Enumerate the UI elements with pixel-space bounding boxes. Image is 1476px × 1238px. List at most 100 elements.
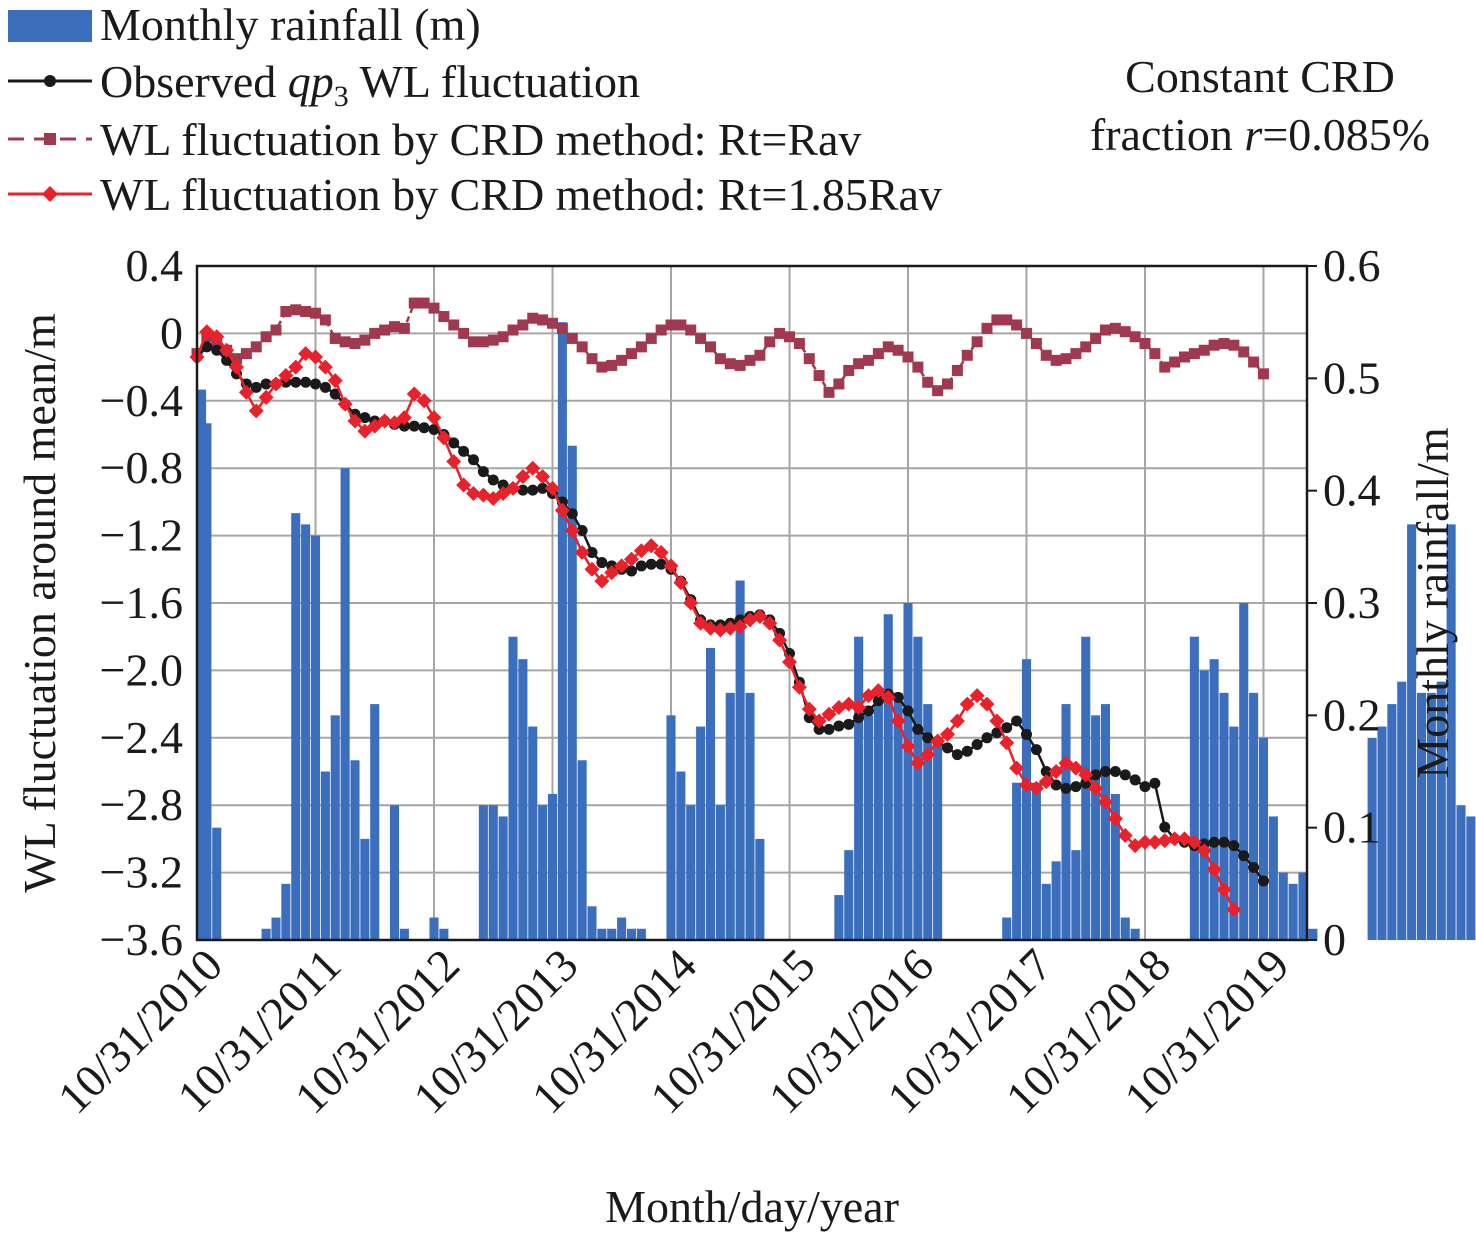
- observed-marker: [1228, 840, 1240, 852]
- crd1-marker: [359, 334, 371, 346]
- observed-marker: [1109, 766, 1121, 777]
- observed-marker: [319, 381, 331, 393]
- crd1-marker: [1090, 332, 1102, 344]
- crd1-marker: [961, 349, 973, 361]
- crd1-marker: [764, 336, 776, 348]
- crd2-marker: [989, 713, 1005, 729]
- crd2-marker: [959, 696, 975, 712]
- observed-marker: [853, 712, 865, 724]
- y-tick-label-left: 0.4: [126, 240, 184, 291]
- crd2-marker: [653, 544, 669, 560]
- crd2-marker: [248, 403, 264, 419]
- observed-marker: [872, 695, 884, 707]
- rainfall-bar: [883, 614, 893, 940]
- rainfall-bar: [1012, 782, 1022, 940]
- rainfall-bar: [755, 838, 765, 940]
- rainfall-bar: [1110, 793, 1120, 940]
- rainfall-bar: [1091, 715, 1101, 940]
- rainfall-bar: [340, 468, 350, 940]
- rainfall-bar: [202, 423, 212, 940]
- rainfall-bar: [330, 715, 340, 940]
- crd1-marker: [853, 358, 865, 370]
- observed-marker: [626, 565, 637, 577]
- observed-marker: [863, 705, 874, 717]
- crd2-marker: [722, 620, 738, 636]
- legend-crd1-marker: [44, 133, 56, 145]
- observed-marker: [1139, 781, 1151, 793]
- crd1-marker: [379, 324, 391, 336]
- crd2-marker: [436, 430, 452, 446]
- crd1-marker: [497, 331, 509, 343]
- annotation-line-1: Constant CRD: [1125, 51, 1395, 102]
- rainfall-bar: [1426, 692, 1436, 940]
- crd2-marker: [969, 688, 985, 704]
- crd1-marker: [665, 319, 677, 331]
- observed-marker: [458, 445, 470, 457]
- rainfall-bar: [1209, 659, 1219, 940]
- rainfall-bar: [607, 928, 617, 940]
- crd2-marker: [209, 329, 225, 345]
- observed-marker: [1119, 769, 1131, 781]
- rainfall-bar: [893, 692, 903, 940]
- rainfall-bar: [1130, 928, 1140, 940]
- observed-marker: [408, 420, 420, 432]
- crd1-marker: [784, 331, 795, 343]
- crd1-marker: [685, 324, 697, 336]
- crd2-marker: [1157, 833, 1173, 849]
- rainfall-bar: [844, 850, 854, 940]
- rainfall-bar: [310, 535, 321, 940]
- observed-marker: [823, 723, 835, 735]
- rainfall-bar: [597, 928, 607, 940]
- rainfall-bar: [1021, 659, 1032, 940]
- crd2-marker: [535, 469, 551, 485]
- crd1-marker: [477, 336, 489, 348]
- legend-crd1-label: WL fluctuation by CRD method: Rt=Rav: [100, 114, 861, 165]
- legend-rain-label: Monthly rainfall (m): [100, 0, 481, 50]
- crd1-marker: [329, 332, 341, 344]
- crd1-marker: [1218, 338, 1230, 350]
- crd1-marker: [1208, 339, 1220, 351]
- crd1-marker: [339, 336, 351, 348]
- crd1-marker: [882, 341, 894, 353]
- crd2-marker: [219, 342, 235, 358]
- rainfall-bar: [705, 647, 716, 940]
- y-tick-label-left: −0.4: [100, 375, 183, 426]
- crd1-marker: [616, 354, 628, 366]
- observed-marker: [576, 525, 588, 537]
- rainfall-bar: [1051, 861, 1061, 940]
- rainfall-bar: [281, 883, 291, 940]
- observed-marker: [428, 423, 440, 435]
- observed-marker: [201, 341, 213, 353]
- rainfall-bar: [1199, 670, 1209, 940]
- crd2-marker: [920, 747, 936, 763]
- rainfall-bar: [488, 805, 498, 940]
- rainfall-bar: [271, 917, 281, 940]
- crd2-marker: [643, 538, 659, 554]
- rainfall-bar: [1041, 883, 1051, 940]
- crd1-marker: [1129, 331, 1141, 343]
- observed-marker: [1208, 836, 1220, 848]
- observed-marker: [448, 437, 460, 449]
- crd1-marker: [438, 311, 450, 323]
- crd2-marker: [870, 683, 886, 699]
- crd1-marker: [408, 297, 420, 309]
- crd2-marker: [1068, 760, 1084, 776]
- crd1-marker: [1109, 322, 1121, 334]
- crd2-marker: [673, 575, 689, 591]
- rainfall-bar: [1120, 917, 1130, 940]
- rainfall-bar: [903, 603, 913, 940]
- y-tick-label-left: −2.0: [100, 644, 183, 695]
- crd2-marker: [1216, 881, 1232, 897]
- crd1-marker: [823, 386, 835, 398]
- rainfall-bar: [626, 928, 637, 940]
- crd1-marker: [398, 322, 410, 334]
- crd1-marker: [300, 305, 312, 317]
- crd1-marker: [1228, 339, 1240, 351]
- crd2-marker: [268, 376, 284, 392]
- rainfall-bar: [478, 805, 488, 940]
- crd2-marker: [1107, 811, 1123, 827]
- crd1-marker: [695, 332, 707, 344]
- crd1-marker: [675, 319, 687, 331]
- crd1-marker: [635, 341, 647, 353]
- crd1-marker: [942, 378, 953, 390]
